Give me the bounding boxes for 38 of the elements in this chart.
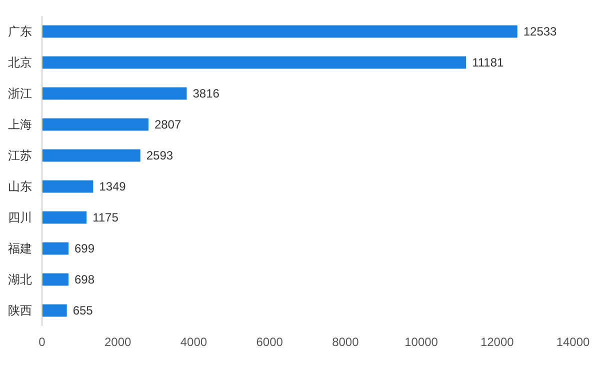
data-label: 655: [72, 304, 94, 318]
x-tick-label: 14000: [556, 335, 590, 349]
x-tick-label: 8000: [332, 335, 360, 349]
x-tick-label: 6000: [256, 335, 284, 349]
y-tick-label: 福建: [8, 242, 32, 256]
y-tick-label: 广东: [8, 24, 32, 39]
y-tick-label: 上海: [8, 118, 32, 132]
bar: [42, 211, 87, 224]
x-tick-label: 2000: [104, 335, 132, 349]
data-label: 12533: [523, 24, 558, 39]
data-label: 698: [74, 272, 95, 287]
y-tick-label: 四川: [8, 210, 32, 225]
y-tick-label: 江苏: [8, 148, 32, 163]
data-label: 2807: [154, 118, 182, 132]
data-label: 2593: [146, 148, 174, 163]
y-tick-label: 北京: [8, 56, 32, 70]
y-tick-label: 陕西: [8, 304, 32, 318]
x-tick-label: 4000: [180, 335, 208, 349]
data-label: 1349: [99, 180, 126, 194]
bar: [42, 149, 140, 162]
bar: [42, 25, 518, 38]
bar: [42, 304, 67, 317]
bar: [42, 180, 94, 193]
x-tick-label: 0: [38, 335, 46, 349]
bar: [42, 118, 148, 131]
bar: [42, 87, 187, 100]
y-tick-label: 浙江: [8, 86, 32, 101]
y-tick-label: 湖北: [8, 272, 32, 287]
bar: [42, 273, 68, 286]
bar: [42, 242, 69, 255]
bar: [42, 56, 466, 69]
x-tick-label: 12000: [480, 335, 514, 349]
x-tick-label: 10000: [404, 335, 438, 349]
data-label: 699: [74, 242, 95, 256]
y-tick-label: 山东: [8, 180, 32, 194]
data-label: 3816: [192, 86, 220, 101]
data-label: 1175: [92, 210, 119, 225]
data-label: 11181: [472, 56, 504, 70]
